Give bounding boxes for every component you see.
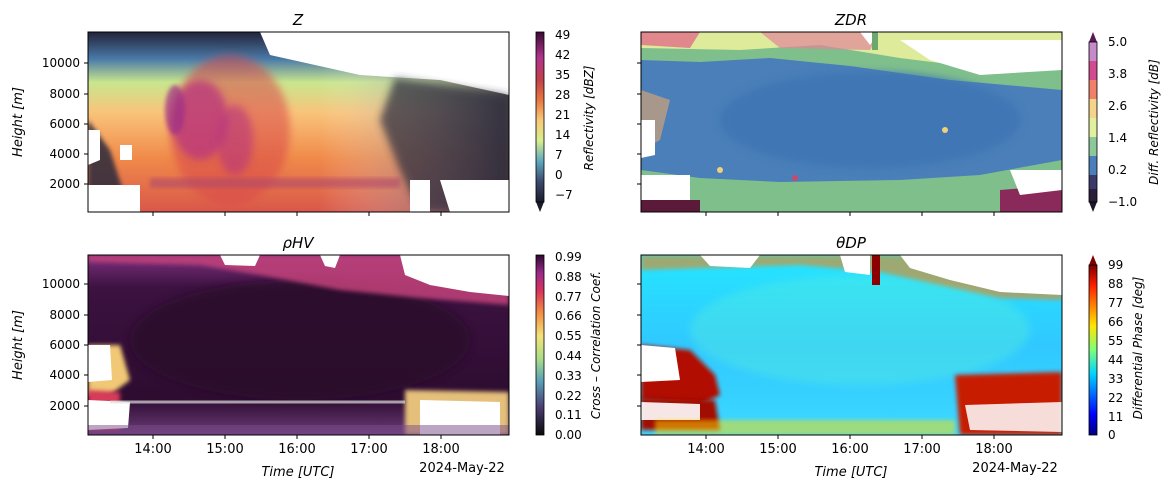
colorbar-tick: 21 (555, 108, 570, 122)
colorbar-tick: 0.88 (555, 270, 582, 284)
panel-title: ZDR (834, 11, 867, 29)
colorbar-tick: 7 (555, 148, 563, 162)
panel-differential-phase: θDP 14:00 15:00 16: (637, 234, 1145, 480)
colorbar-tick: −1.0 (1108, 195, 1137, 209)
tick-label: 16:00 (831, 442, 868, 457)
panel-title: ρHV (282, 234, 315, 252)
plot-frame (640, 31, 1063, 213)
colorbar-tick: 33 (1108, 372, 1123, 386)
tick-label: 14:00 (687, 442, 724, 457)
x-axis: 14:00 15:00 16:00 17:00 18:00 2024-May-2… (687, 435, 1058, 480)
y-axis: 2000 4000 6000 8000 10000 Height [m] (11, 277, 88, 413)
panel-title: θDP (836, 234, 867, 252)
tick-label: 8000 (49, 87, 80, 101)
colorbar-tick: 2.6 (1108, 99, 1127, 113)
colorbar-tick: 44 (1108, 353, 1123, 367)
heatmap-reflectivity (88, 32, 509, 212)
heatmap-differential-phase (641, 255, 1062, 435)
colorbar-tick: 28 (555, 88, 570, 102)
colorbar-tick: 55 (1108, 334, 1123, 348)
x-axis-label: Time [UTC] (814, 465, 887, 480)
y-axis (637, 283, 641, 407)
colorbar-tick: 49 (555, 28, 570, 42)
tick-label: 10000 (42, 277, 80, 291)
x-axis (705, 212, 995, 216)
tick-label: 18:00 (422, 442, 459, 457)
colorbar-tick: 77 (1108, 296, 1123, 310)
colorbar-label: Differential Phase [deg] (1131, 276, 1145, 419)
y-axis: 2000 4000 6000 8000 10000 Height [m] (11, 56, 88, 191)
panel-reflectivity: Z 2000 4000 6000 8000 10000 Height [m] (11, 11, 596, 216)
colorbar-tick: 5.0 (1108, 35, 1127, 49)
colorbar-label: Reflectivity [dBZ] (582, 65, 596, 170)
panel-title: Z (292, 11, 304, 29)
date-label: 2024-May-22 (419, 461, 505, 476)
tick-label: 6000 (49, 338, 80, 352)
panel-diff-reflectivity: ZDR (637, 11, 1161, 216)
colorbar-tick: 0.33 (555, 369, 582, 383)
colorbar-tick: 0.77 (555, 290, 582, 304)
colorbar-tick: 0.55 (555, 329, 582, 343)
tick-label: 15:00 (759, 442, 796, 457)
colorbar-cross-correlation: 0.99 0.88 0.77 0.66 0.55 0.44 0.33 0.22 … (535, 250, 603, 442)
colorbar-tick: 0.22 (555, 389, 582, 403)
heatmap-diff-reflectivity (641, 32, 1062, 212)
tick-label: 15:00 (206, 442, 243, 457)
tick-label: 18:00 (975, 442, 1012, 457)
tick-label: 14:00 (134, 442, 171, 457)
colorbar-tick: 0.11 (555, 408, 582, 422)
colorbar-tick: 0.66 (555, 309, 582, 323)
heatmap-cross-correlation (88, 255, 509, 435)
colorbar-tick: 0.44 (555, 349, 582, 363)
colorbar-reflectivity: 49 42 35 28 21 14 7 0 −7 Reflectivity [d… (535, 28, 596, 212)
colorbar-tick: 0.99 (555, 250, 582, 264)
colorbar-tick: 11 (1108, 410, 1123, 424)
colorbar-tick: 1.4 (1108, 131, 1127, 145)
y-axis (637, 62, 641, 185)
panel-cross-correlation: ρHV 2000 4000 6000 8000 10000 Height [m (11, 234, 603, 480)
colorbar-tick: 22 (1108, 391, 1123, 405)
tick-label: 17:00 (903, 442, 940, 457)
colorbar-tick: 0.00 (555, 428, 582, 442)
plot-frame (87, 31, 510, 213)
tick-label: 8000 (49, 308, 80, 322)
tick-label: 16:00 (278, 442, 315, 457)
colorbar-tick: 3.8 (1108, 67, 1127, 81)
colorbar-tick: 0 (1108, 428, 1116, 442)
colorbar-tick: 14 (555, 128, 570, 142)
x-axis (152, 212, 442, 216)
tick-label: 2000 (49, 399, 80, 413)
y-axis-label: Height [m] (11, 310, 26, 380)
tick-label: 4000 (49, 147, 80, 161)
colorbar-tick: 88 (1108, 277, 1123, 291)
colorbar-tick: 0.2 (1108, 163, 1127, 177)
colorbar-diff-reflectivity: 5.0 3.8 2.6 1.4 0.2 −1.0 Diff. Reflectiv… (1088, 32, 1161, 212)
colorbar-tick: 66 (1108, 315, 1123, 329)
tick-label: 10000 (42, 56, 80, 70)
x-axis: 14:00 15:00 16:00 17:00 18:00 2024-May-2… (134, 435, 505, 480)
y-axis-label: Height [m] (11, 87, 26, 157)
colorbar-tick: 99 (1108, 258, 1123, 272)
tick-label: 6000 (49, 117, 80, 131)
colorbar-tick: 42 (555, 48, 570, 62)
colorbar-tick: 0 (555, 168, 563, 182)
colorbar-label: Cross – Correlation Coef. (589, 271, 603, 419)
tick-label: 17:00 (350, 442, 387, 457)
tick-label: 2000 (49, 177, 80, 191)
date-label: 2024-May-22 (972, 461, 1058, 476)
tick-label: 4000 (49, 368, 80, 382)
colorbar-label: Diff. Reflectivity [dB] (1147, 59, 1161, 185)
colorbar-tick: −7 (555, 188, 573, 202)
colorbar-tick: 35 (555, 68, 570, 82)
colorbar-differential-phase: 99 88 77 66 55 44 33 22 11 0 Differentia… (1088, 255, 1145, 442)
x-axis-label: Time [UTC] (261, 465, 334, 480)
